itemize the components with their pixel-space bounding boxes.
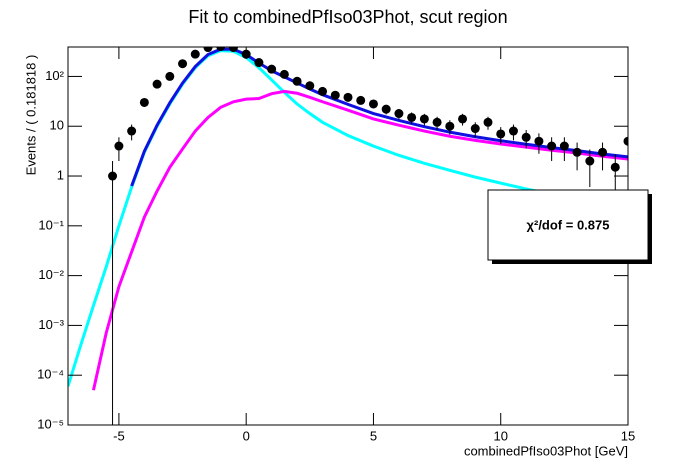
- data-point: [108, 171, 118, 181]
- data-point: [330, 90, 340, 100]
- data-point: [458, 114, 468, 124]
- fit-curve: [130, 47, 628, 187]
- data-point: [318, 86, 328, 96]
- data-point: [139, 97, 149, 107]
- data-point: [559, 141, 569, 151]
- y-tick-label: 10⁻¹: [38, 217, 64, 232]
- data-point: [190, 49, 200, 59]
- data-point: [419, 114, 429, 124]
- data-point: [127, 126, 137, 136]
- data-point: [228, 47, 238, 53]
- data-point: [534, 136, 544, 146]
- data-point: [432, 117, 442, 127]
- y-tick-label: 10⁻²: [38, 267, 64, 282]
- data-point: [368, 99, 378, 109]
- y-tick-label: 1: [57, 167, 64, 182]
- data-point: [572, 147, 582, 157]
- data-point: [279, 69, 289, 79]
- data-point: [165, 71, 175, 81]
- data-point: [203, 47, 213, 53]
- y-tick-label: 10²: [45, 68, 64, 83]
- data-point: [343, 92, 353, 102]
- data-point: [407, 112, 417, 122]
- y-tick-label: 10⁻⁴: [37, 367, 64, 382]
- x-tick-label: 5: [370, 428, 377, 443]
- legend-box: [487, 189, 649, 261]
- x-tick-label: 15: [621, 428, 635, 443]
- data-point: [445, 121, 455, 131]
- data-point: [547, 141, 557, 151]
- plot-area: [68, 47, 628, 425]
- data-point: [356, 95, 366, 105]
- data-point: [598, 147, 608, 157]
- data-point: [394, 109, 404, 119]
- y-tick-label: 10: [50, 118, 64, 133]
- data-point: [292, 76, 302, 86]
- data-point: [216, 47, 226, 51]
- data-point: [508, 126, 518, 136]
- data-point: [178, 59, 188, 69]
- data-point: [496, 129, 506, 139]
- data-point: [267, 64, 277, 74]
- x-tick-label: 10: [493, 428, 507, 443]
- data-point: [114, 141, 124, 151]
- data-point: [623, 136, 628, 146]
- data-point: [521, 132, 531, 142]
- data-point: [254, 58, 264, 68]
- data-point: [610, 162, 620, 172]
- data-point: [152, 79, 162, 89]
- x-tick-label: 0: [243, 428, 250, 443]
- data-point: [585, 156, 595, 166]
- x-axis-label: combinedPfIso03Phot [GeV]: [464, 443, 628, 458]
- y-axis-label: Events / ( 0.181818 ): [23, 55, 38, 176]
- data-point: [381, 104, 391, 114]
- data-point: [305, 81, 315, 91]
- annotation: χ²/dof = 0.875: [527, 217, 610, 232]
- y-tick-label: 10⁻³: [38, 317, 64, 332]
- data-point: [470, 124, 480, 134]
- x-tick-label: -5: [113, 428, 125, 443]
- y-tick-label: 10⁻⁵: [37, 416, 64, 431]
- data-point: [483, 117, 493, 127]
- chart-title: Fit to combinedPfIso03Phot, scut region: [188, 7, 507, 27]
